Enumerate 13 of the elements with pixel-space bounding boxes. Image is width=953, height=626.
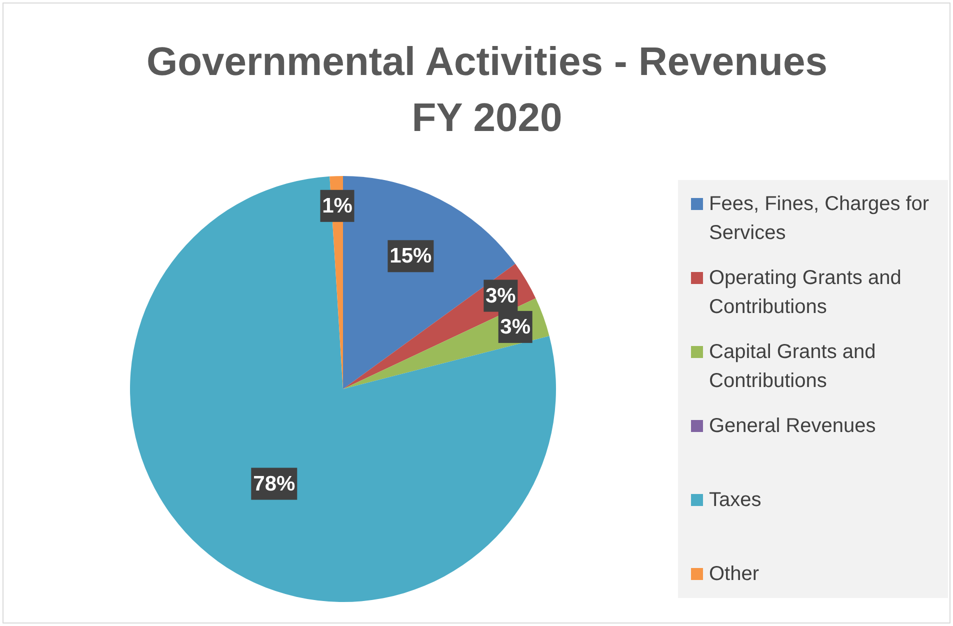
legend-label: Fees, Fines, Charges for Services — [709, 193, 930, 244]
legend-label: Capital Grants and Contributions — [709, 341, 876, 392]
legend-label: Taxes — [709, 489, 762, 511]
data-label: 78% — [253, 472, 296, 496]
legend-label: General Revenues — [709, 415, 876, 437]
legend-label: Operating Grants and Contributions — [709, 267, 902, 318]
data-label: 15% — [390, 244, 432, 268]
data-label: 1% — [322, 194, 353, 218]
data-label: 3% — [485, 284, 516, 308]
data-label: 3% — [500, 315, 531, 338]
legend-label: Other — [709, 563, 760, 585]
chart-title: Governmental Activities - Revenues FY 2020 — [146, 40, 828, 140]
pie-slice — [130, 176, 556, 602]
